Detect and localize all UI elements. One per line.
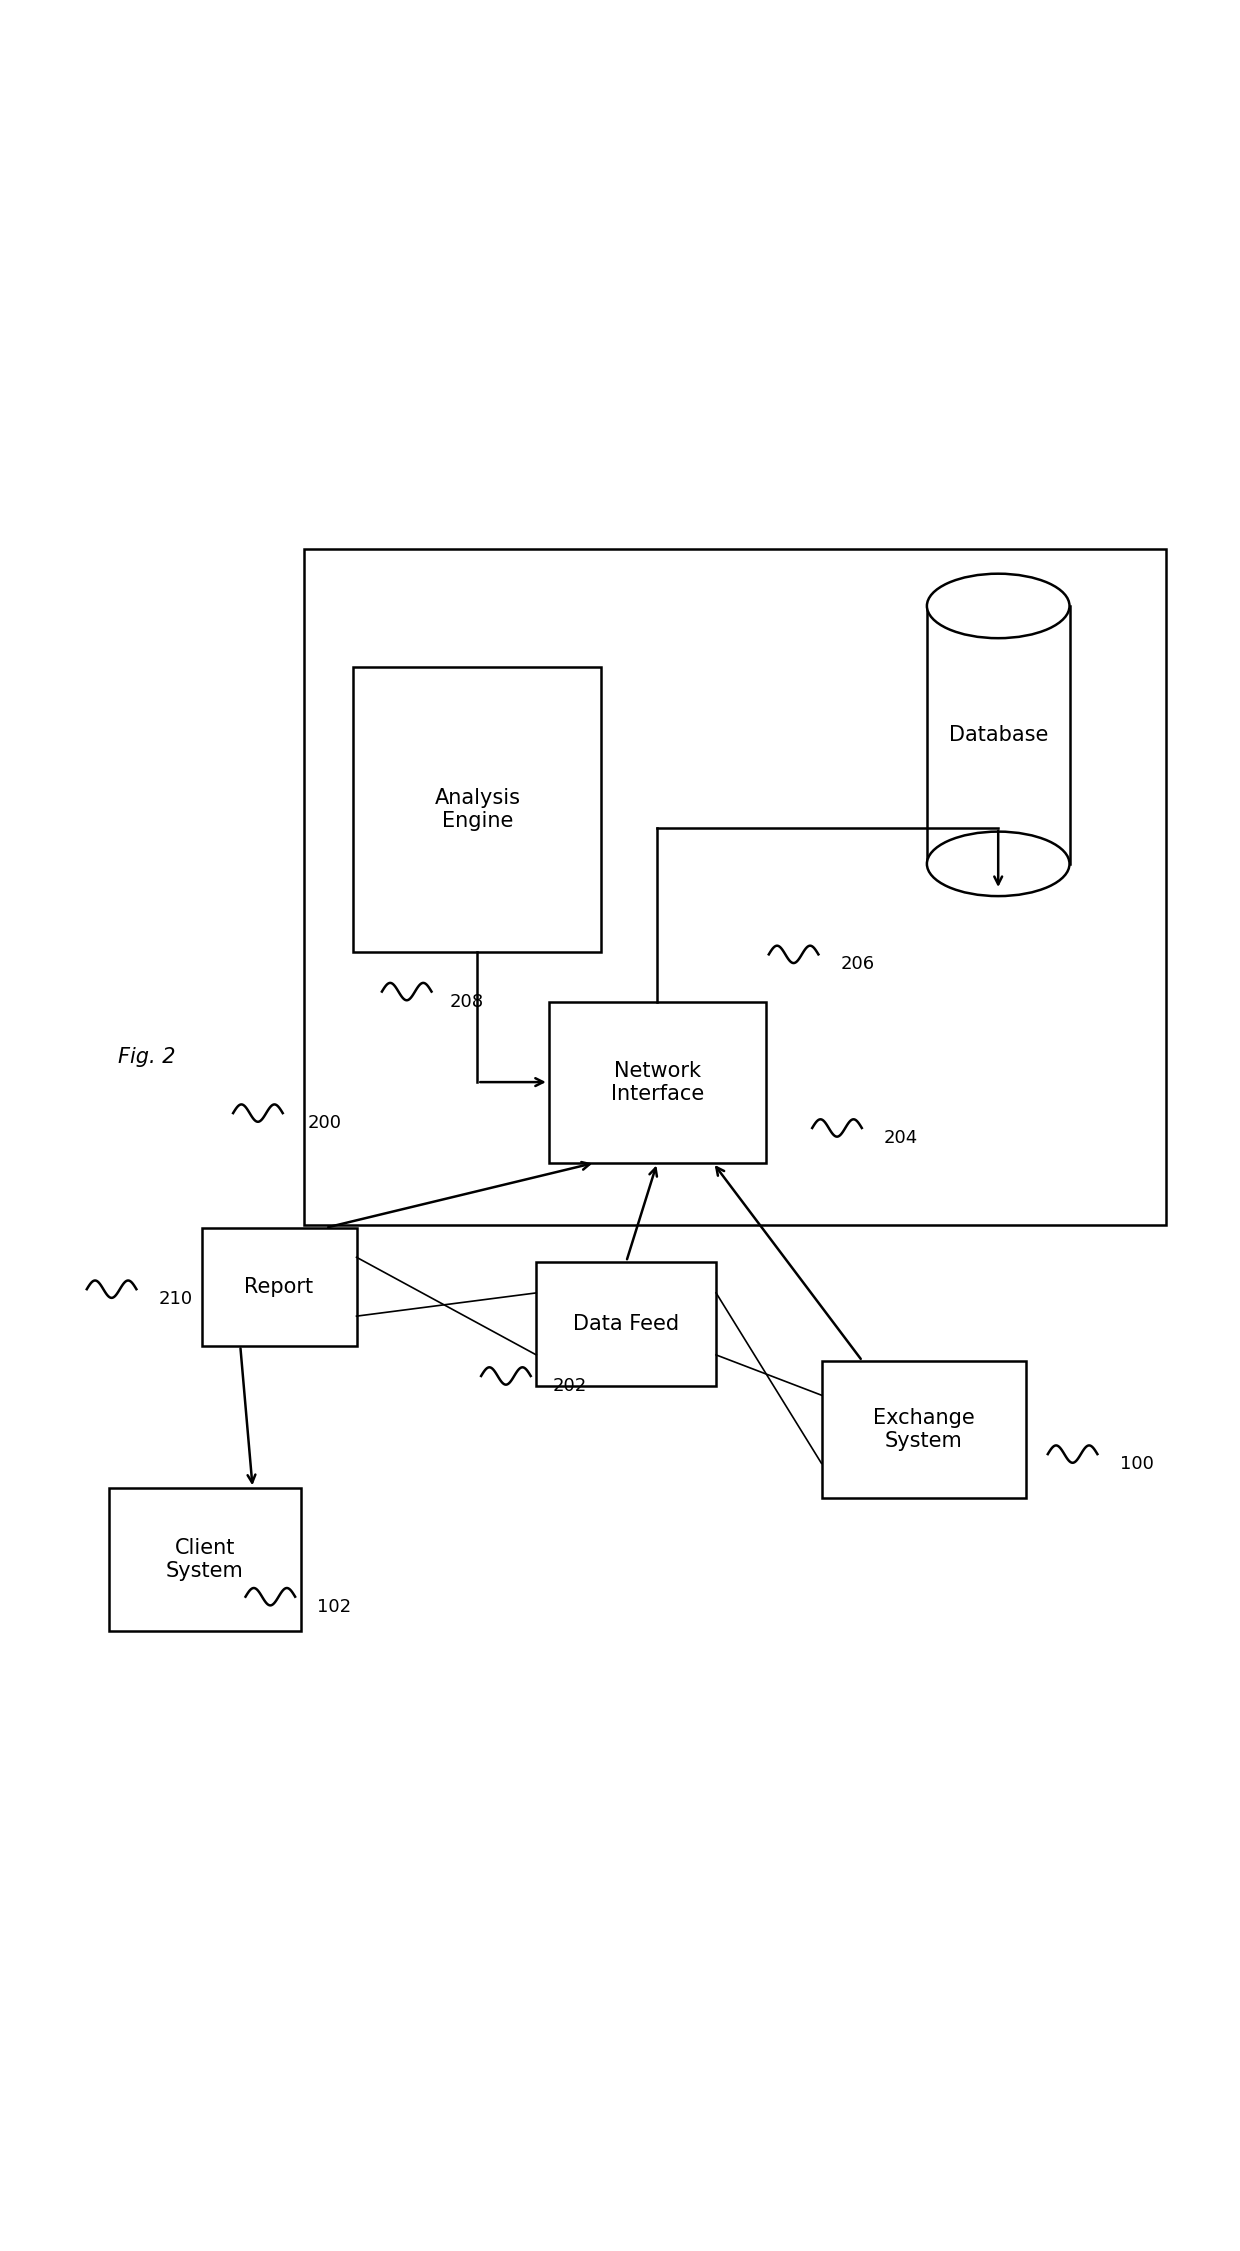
Text: Data Feed: Data Feed <box>573 1315 680 1335</box>
Text: Fig. 2: Fig. 2 <box>118 1047 175 1067</box>
Text: Report: Report <box>244 1276 314 1297</box>
Text: Database: Database <box>949 725 1048 745</box>
Text: 202: 202 <box>553 1378 588 1396</box>
Text: 100: 100 <box>1120 1454 1153 1472</box>
FancyBboxPatch shape <box>353 666 601 952</box>
Ellipse shape <box>928 574 1069 639</box>
FancyBboxPatch shape <box>549 1002 765 1164</box>
Text: 200: 200 <box>308 1114 341 1132</box>
FancyBboxPatch shape <box>821 1362 1025 1497</box>
Text: 206: 206 <box>841 954 875 972</box>
FancyBboxPatch shape <box>536 1263 717 1387</box>
Text: Analysis
Engine: Analysis Engine <box>434 788 521 831</box>
FancyBboxPatch shape <box>304 549 1166 1225</box>
Text: 204: 204 <box>884 1130 919 1148</box>
Text: Network
Interface: Network Interface <box>610 1060 704 1103</box>
Text: 208: 208 <box>450 993 485 1011</box>
FancyBboxPatch shape <box>109 1488 300 1630</box>
Text: Exchange
System: Exchange System <box>873 1407 975 1452</box>
Text: Client
System: Client System <box>166 1537 243 1580</box>
Text: 102: 102 <box>317 1598 352 1616</box>
FancyBboxPatch shape <box>201 1227 357 1346</box>
Text: 210: 210 <box>159 1290 193 1308</box>
FancyBboxPatch shape <box>928 606 1069 864</box>
Ellipse shape <box>928 831 1069 896</box>
